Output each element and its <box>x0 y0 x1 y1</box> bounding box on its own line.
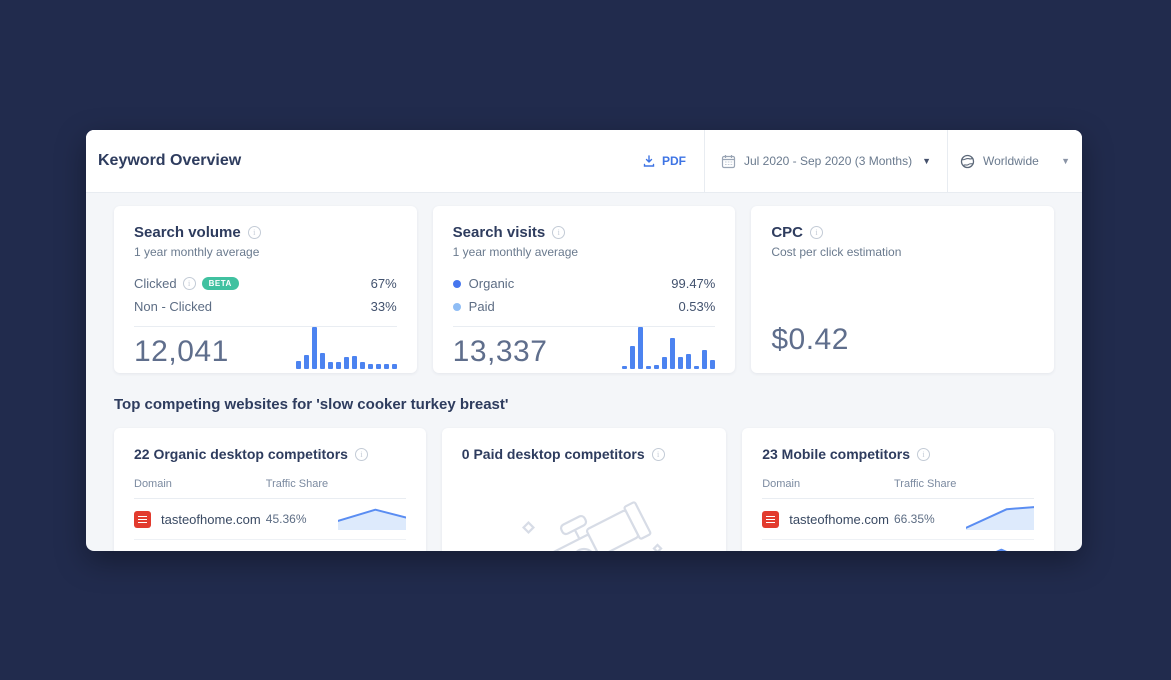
paid-competitors-card: 0 Paid desktop competitors i <box>441 428 727 551</box>
traffic-sparkline <box>965 504 1035 535</box>
region-label: Worldwide <box>983 154 1039 168</box>
legend-row-paid: Paid 0.53% <box>452 295 716 318</box>
table-row[interactable]: tasteofhome.com 45.36% <box>134 499 407 540</box>
date-range-picker[interactable]: Jul 2020 - Sep 2020 (3 Months) ▼ <box>705 130 947 192</box>
download-icon <box>643 155 655 167</box>
telescope-icon <box>521 501 663 551</box>
tasteofhome-favicon <box>134 510 151 528</box>
divider <box>134 326 397 327</box>
competitors-table: Domain Traffic Share tasteofhome.com 45.… <box>134 474 407 551</box>
chevron-down-icon: ▼ <box>1061 156 1070 166</box>
traffic-sparkline <box>336 504 407 535</box>
search-volume-value: 12,041 <box>134 335 229 368</box>
search-visits-bar-chart <box>622 327 716 369</box>
empty-state-illustration <box>489 488 679 551</box>
paid-dot-icon <box>452 302 461 311</box>
pdf-label: PDF <box>661 154 686 168</box>
header-divider <box>947 130 948 192</box>
info-icon[interactable]: i <box>651 447 665 461</box>
clicked-label: Clicked <box>134 276 177 291</box>
keyword-overview-panel: Keyword Overview PDF Jul 2020 - Sep 2020… <box>86 130 1082 551</box>
beta-badge: BETA <box>201 277 239 290</box>
card-title: CPC <box>771 224 804 241</box>
paid-label: Paid <box>468 299 495 314</box>
non-clicked-label: Non - Clicked <box>134 299 213 314</box>
domain-column-header: Domain <box>134 478 172 490</box>
traffic-share-value: 66.35% <box>894 512 935 526</box>
tasteofhome-favicon <box>762 510 780 528</box>
legend-row-non-clicked: Non - Clicked 33% <box>134 295 397 318</box>
card-title: 22 Organic desktop competitors <box>134 446 348 462</box>
legend-row-organic: Organic 99.47% <box>452 272 716 295</box>
date-range-label: Jul 2020 - Sep 2020 (3 Months) <box>743 154 913 168</box>
header-controls: PDF Jul 2020 - Sep 2020 (3 Months) ▼ <box>624 130 1082 192</box>
chevron-down-icon: ▼ <box>922 156 931 166</box>
stats-row: Search volume i 1 year monthly average C… <box>114 206 1055 373</box>
search-visits-card: Search visits i 1 year monthly average O… <box>432 206 736 373</box>
traffic-share-column-header: Traffic Share <box>894 478 957 490</box>
clicked-legend: Clicked i BETA 67% Non - Clicked 33% <box>134 272 397 318</box>
info-icon[interactable]: i <box>354 447 368 461</box>
organic-dot-icon <box>452 279 461 288</box>
domain-link[interactable]: tasteofhome.com <box>789 511 889 527</box>
search-volume-card: Search volume i 1 year monthly average C… <box>114 206 417 373</box>
traffic-sparkline <box>338 545 406 552</box>
card-subtitle: Cost per click estimation <box>771 245 902 259</box>
info-icon[interactable]: i <box>552 226 566 239</box>
traffic-share-column-header: Traffic Share <box>265 478 329 490</box>
cpc-card: CPC i Cost per click estimation $0.42 <box>751 206 1055 373</box>
globe-icon <box>960 154 975 168</box>
domain-column-header: Domain <box>762 478 801 490</box>
card-title: 23 Mobile competitors <box>762 446 911 462</box>
card-subtitle: 1 year monthly average <box>134 245 260 259</box>
export-pdf-button[interactable]: PDF <box>624 130 704 192</box>
table-row[interactable]: DD damndelicious.net 33.65% <box>762 540 1034 551</box>
panel-body: Search volume i 1 year monthly average C… <box>86 193 1082 551</box>
organic-competitors-card: 22 Organic desktop competitors i Domain … <box>114 428 426 551</box>
competitors-row: 22 Organic desktop competitors i Domain … <box>114 428 1054 551</box>
card-subtitle: 1 year monthly average <box>452 245 579 259</box>
organic-value: 99.47% <box>671 276 716 291</box>
card-title: Search visits <box>452 224 546 241</box>
non-clicked-value: 33% <box>370 299 397 314</box>
traffic-share-value: 45.36% <box>265 512 307 526</box>
visits-legend: Organic 99.47% Paid 0.53% <box>452 272 716 318</box>
panel-header: Keyword Overview PDF Jul 2020 - Sep 2020… <box>86 130 1082 193</box>
header-divider <box>703 130 705 192</box>
traffic-sparkline <box>966 545 1034 551</box>
divider <box>452 326 716 327</box>
info-icon[interactable]: i <box>810 226 824 239</box>
competitors-table: Domain Traffic Share tasteofhome.com 66.… <box>762 474 1035 551</box>
clicked-value: 67% <box>370 276 397 291</box>
card-title: 0 Paid desktop competitors <box>461 446 645 462</box>
search-visits-value: 13,337 <box>452 335 548 368</box>
info-icon[interactable]: i <box>182 277 196 290</box>
page-title: Keyword Overview <box>98 152 242 169</box>
mobile-competitors-card: 23 Mobile competitors i Domain Traffic S… <box>742 428 1054 551</box>
info-icon[interactable]: i <box>917 447 931 461</box>
region-select[interactable]: Worldwide ▼ <box>948 130 1082 192</box>
section-title: Top competing websites for 'slow cooker … <box>114 396 509 413</box>
domain-link[interactable]: tasteofhome.com <box>161 511 261 527</box>
cpc-value: $0.42 <box>771 323 849 356</box>
table-row[interactable]: DD damndelicious.net 21.60% <box>134 540 406 551</box>
legend-row-clicked: Clicked i BETA 67% <box>134 272 397 295</box>
organic-label: Organic <box>468 276 515 291</box>
paid-value: 0.53% <box>678 299 716 314</box>
table-row[interactable]: tasteofhome.com 66.35% <box>762 499 1035 540</box>
card-title: Search volume <box>134 224 241 241</box>
info-icon[interactable]: i <box>247 226 261 239</box>
calendar-icon <box>721 154 736 168</box>
search-volume-bar-chart <box>295 327 397 369</box>
